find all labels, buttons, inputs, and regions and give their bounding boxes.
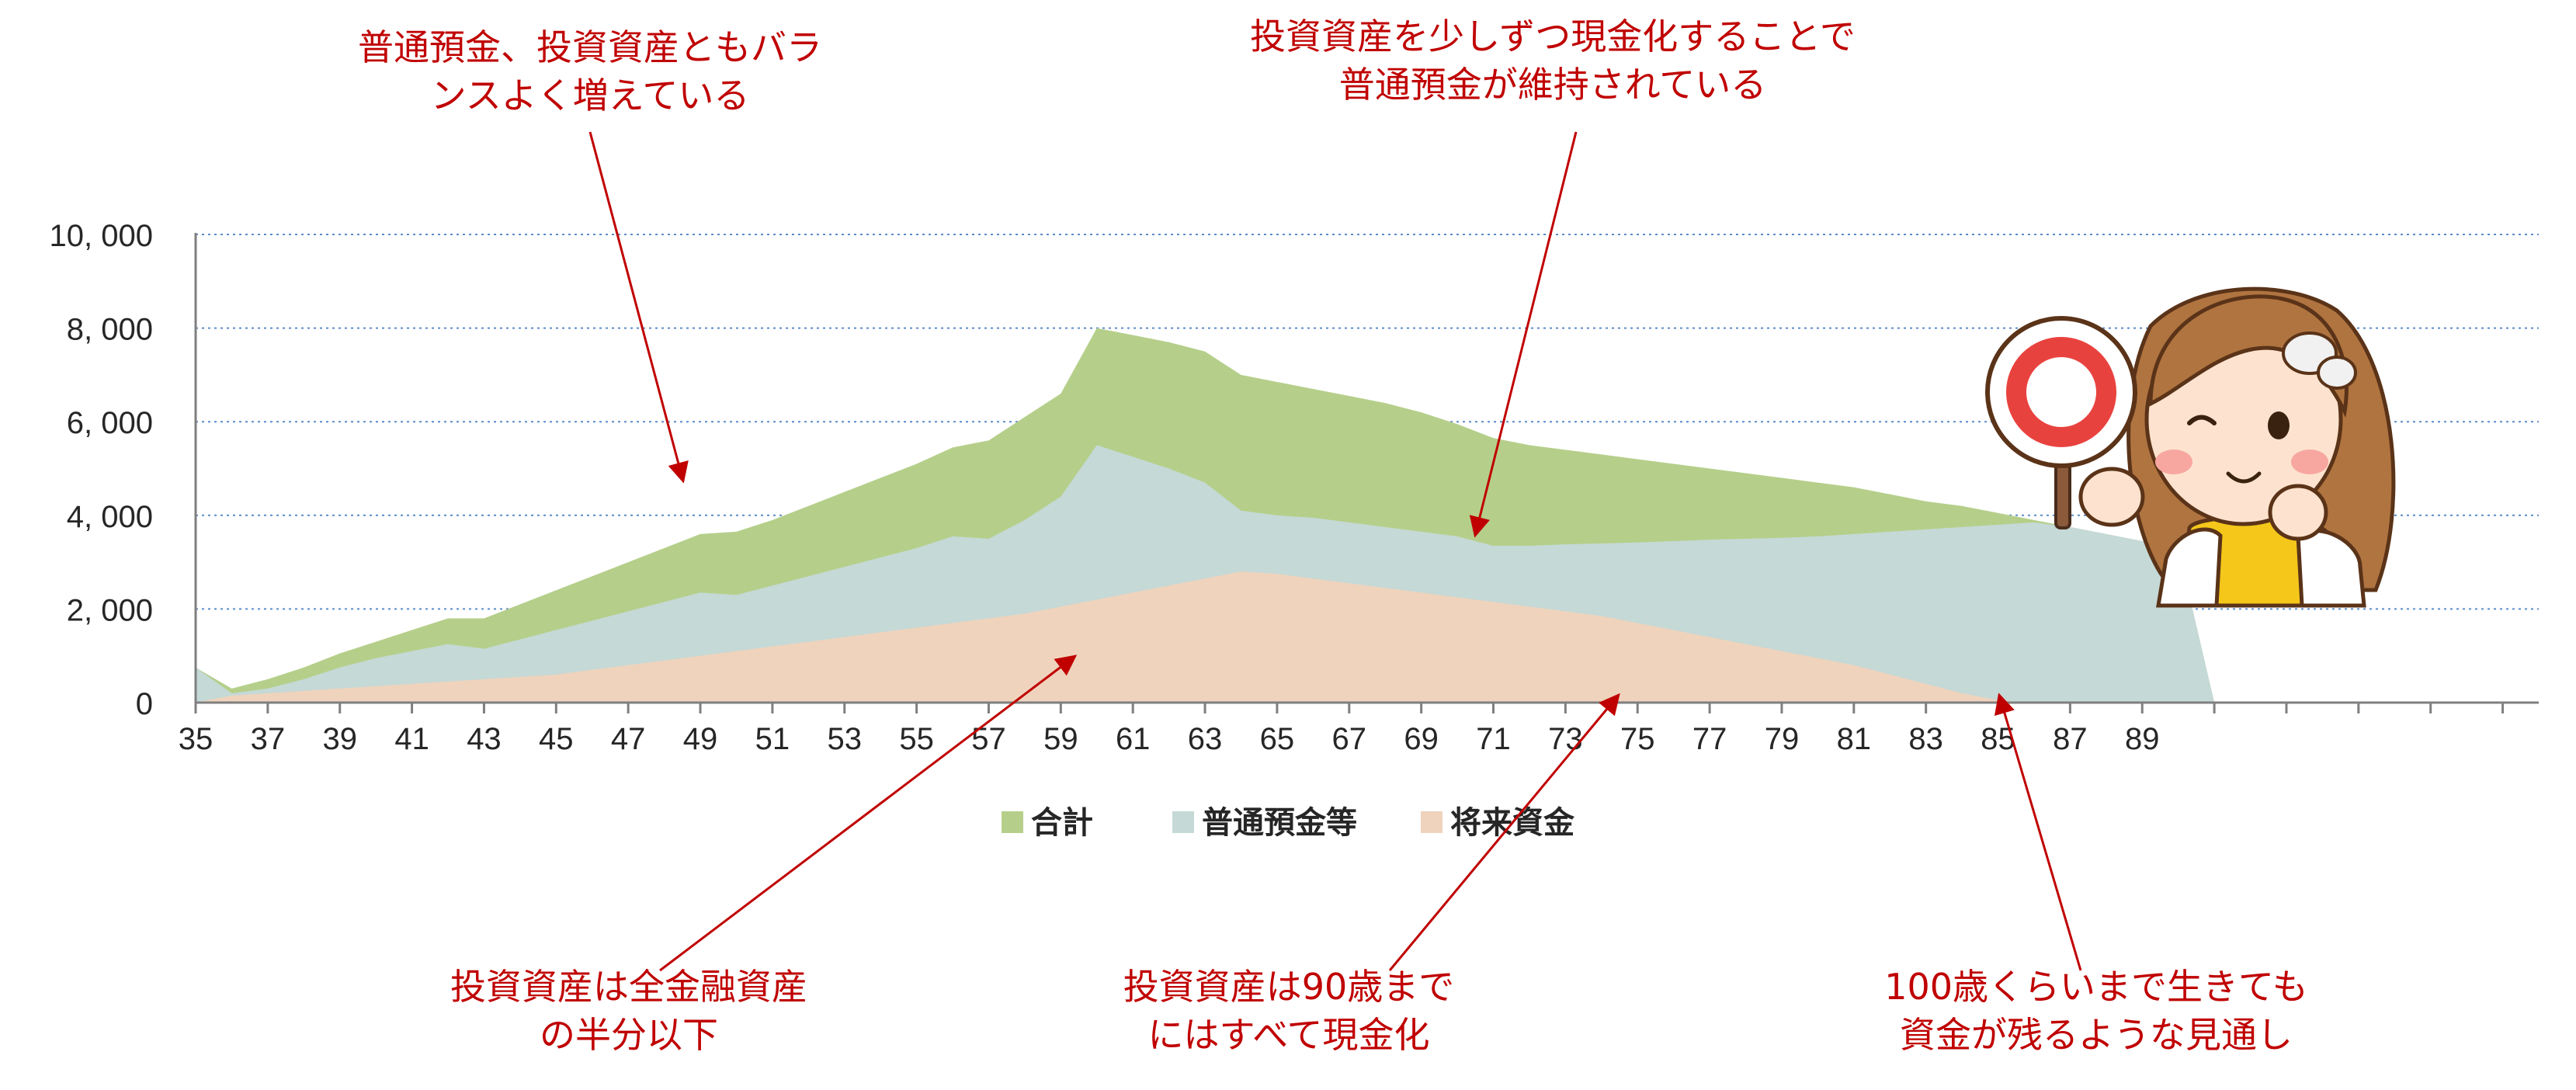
series-area-future: [196, 571, 2251, 703]
y-tick-label: 6, 000: [67, 406, 153, 440]
annotation-line: 100歳くらいまで生きても: [1884, 966, 2308, 1008]
annotation-arrow: [659, 654, 1078, 972]
annotation-line: の半分以下: [540, 1014, 718, 1056]
x-tick-labels: 35 37 39 41 43 45 47 49 51 53 55 57 59 61 63 65 67 69 71 73…: [179, 722, 2160, 756]
x-tick-label: 75: [1620, 722, 1655, 756]
annotation-line: 普通預金、投資資産ともバラ: [358, 26, 822, 68]
series-area-savings: [196, 445, 2251, 703]
legend-swatch: [1172, 811, 1194, 833]
x-tick-label: 55: [899, 722, 934, 756]
x-tick-label: 53: [828, 722, 863, 756]
woman-holding-circle-sign-icon: [1985, 286, 2396, 608]
annotation-line: 投資資産は全金融資産: [450, 966, 807, 1008]
x-tick-label: 37: [251, 722, 286, 756]
x-tick-label: 57: [971, 722, 1006, 756]
x-tick-label: 67: [1332, 722, 1367, 756]
annotation-cash-out-by-90: 投資資産は90歳まで にはすべて現金化: [1056, 963, 1522, 1059]
x-tick-label: 69: [1404, 722, 1439, 756]
x-tick-label: 51: [755, 722, 790, 756]
annotation-arrow: [588, 131, 689, 484]
x-tick-label: 65: [1260, 722, 1295, 756]
annotation-funds-last: 100歳くらいまで生きても 資金が残るような見通し: [1801, 963, 2391, 1059]
x-tick-label: 87: [2053, 722, 2088, 756]
x-tick-label: 49: [683, 722, 718, 756]
legend-label: 合計: [1031, 805, 1093, 841]
annotation-investment-share: 投資資産は全金融資産 の半分以下: [388, 963, 870, 1059]
x-tick-label: 73: [1548, 722, 1583, 756]
x-tick-label: 41: [394, 722, 429, 756]
x-tick-label: 63: [1188, 722, 1223, 756]
x-tick-label: 77: [1692, 722, 1727, 756]
x-tick-label: 89: [2125, 722, 2160, 756]
legend-swatch: [1002, 811, 1023, 833]
annotation-line: 普通預金が維持されている: [1338, 64, 1767, 106]
series-areas: [196, 328, 2251, 703]
x-tick-label: 47: [611, 722, 646, 756]
annotation-gradual-cashing: 投資資産を少しずつ現金化することで 普通預金が維持されている: [1149, 12, 1956, 109]
y-tick-label: 4, 000: [67, 500, 153, 534]
x-tick-label: 79: [1765, 722, 1800, 756]
x-tick-label: 85: [1981, 722, 2015, 756]
legend-swatch: [1421, 811, 1442, 833]
x-tick-label: 71: [1476, 722, 1511, 756]
x-tick-label: 83: [1908, 722, 1943, 756]
annotation-line: 投資資産は90歳まで: [1123, 966, 1455, 1008]
annotation-arrows: [588, 131, 2082, 972]
annotation-line: ンスよく増えている: [430, 75, 750, 116]
legend: 合計普通預金等将来資金: [1002, 805, 1575, 841]
y-tick-label: 8, 000: [67, 313, 153, 347]
y-tick-label: 10, 000: [50, 219, 153, 253]
annotation-balanced-growth: 普通預金、投資資産ともバラ ンスよく増えている: [295, 23, 885, 120]
annotation-arrow: [1994, 693, 2082, 971]
legend-label: 普通預金等: [1202, 805, 1357, 841]
x-tick-label: 43: [467, 722, 502, 756]
x-tick-label: 35: [179, 722, 214, 756]
annotation-line: 投資資産を少しずつ現金化することで: [1250, 16, 1856, 57]
y-tick-label: 0: [136, 687, 153, 721]
x-tick-label: 61: [1116, 722, 1151, 756]
y-tick-labels: 0 2, 000 4, 000 6, 000 8, 000 10, 000: [50, 219, 153, 721]
annotation-arrow: [1388, 693, 1620, 971]
x-tick-label: 45: [539, 722, 574, 756]
annotation-line: にはすべて現金化: [1147, 1014, 1430, 1056]
x-tick-label: 59: [1043, 722, 1078, 756]
y-tick-label: 2, 000: [67, 593, 153, 627]
x-tick-label: 39: [322, 722, 357, 756]
x-tick-label: 81: [1837, 722, 1872, 756]
annotation-arrow: [1469, 131, 1578, 538]
axes: [194, 233, 2539, 713]
annotation-line: 資金が残るような見通し: [1900, 1014, 2293, 1056]
